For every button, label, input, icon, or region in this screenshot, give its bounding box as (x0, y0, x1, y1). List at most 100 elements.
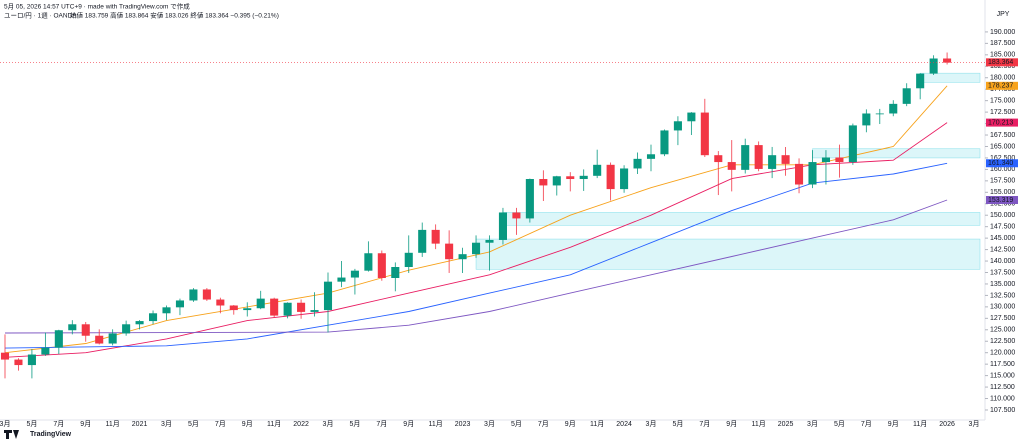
candle-body (27, 354, 36, 366)
y-tick-label: 137.500 (990, 269, 1015, 276)
candle-body (485, 239, 494, 243)
x-tick-label: 3月 (807, 420, 818, 428)
x-tick-label: 5月 (511, 420, 522, 428)
candle-body (795, 163, 804, 185)
candle-body (862, 113, 871, 126)
candle-body (552, 176, 561, 186)
price-tag-label: 161.340 (988, 160, 1013, 167)
y-tick-label: 125.000 (990, 327, 1015, 334)
symbol: ユーロ/円 · 1週 · OANDA (4, 11, 77, 20)
candle-body (54, 330, 63, 348)
zone (475, 238, 981, 270)
header-line: 5月 05, 2026 14:57 UTC+9 · made with Trad… (4, 2, 190, 11)
y-tick-label: 147.500 (990, 224, 1015, 231)
price-tag (986, 159, 1018, 168)
candle-body (512, 212, 521, 219)
candle-body (539, 179, 548, 186)
y-tick-label: 117.500 (990, 361, 1015, 368)
candle-body (14, 359, 23, 366)
candle-body (458, 254, 467, 260)
candle-body (391, 267, 400, 279)
candle-body (404, 252, 413, 268)
x-tick-label: 11月 (752, 420, 766, 428)
candle-body (835, 157, 844, 163)
y-tick-label: 182.500 (990, 63, 1015, 70)
candle-body (606, 164, 615, 190)
candle-body (297, 302, 306, 312)
y-tick-label: 155.000 (990, 189, 1015, 196)
candle-body (768, 155, 777, 169)
y-tick-label: 152.500 (990, 201, 1015, 208)
x-tick-label: 11月 (590, 420, 604, 428)
candle-body (472, 242, 481, 255)
candle-body (754, 145, 763, 169)
candle-body (929, 58, 938, 74)
x-tick-label: 9月 (242, 420, 253, 428)
price-tag-label: 183.364 (988, 59, 1013, 66)
price-tag-label: 178.237 (988, 83, 1013, 90)
logo: TradingView (30, 431, 72, 438)
candle-body (431, 229, 440, 244)
price-tag-label: 153.319 (988, 197, 1013, 204)
y-tick-label: 167.500 (990, 132, 1015, 139)
candle-body (81, 324, 90, 336)
y-tick-label: 145.000 (990, 235, 1015, 242)
y-tick-label: 157.500 (990, 178, 1015, 185)
candle-body (673, 121, 682, 131)
candle-body (646, 154, 656, 159)
candle-body (283, 302, 292, 316)
candle-body (943, 58, 952, 63)
x-tick-label: 2023 (455, 421, 471, 428)
price-tag-label: 170.213 (988, 119, 1013, 126)
zone (919, 72, 981, 83)
candle-body (848, 125, 857, 163)
x-tick-label: 9月 (565, 420, 576, 428)
candle-body (714, 155, 723, 163)
x-tick-label: 2022 (293, 421, 309, 428)
candle-body (229, 305, 238, 311)
y-tick-label: 185.000 (990, 52, 1015, 59)
candle-body (889, 103, 898, 114)
x-tick-label: 7月 (53, 420, 64, 428)
x-tick-label: 3月 (969, 420, 980, 428)
price-tag (986, 196, 1018, 205)
y-tick-label: 132.500 (990, 292, 1015, 299)
candle-body (41, 347, 50, 355)
candle-body (525, 179, 534, 219)
y-tick-label: 150.000 (990, 212, 1015, 219)
x-tick-label: 2025 (778, 421, 794, 428)
x-tick-label: 9月 (403, 420, 414, 428)
candle-body (310, 310, 319, 312)
x-tick-label: 2021 (132, 421, 148, 428)
x-tick-label: 5月 (349, 420, 360, 428)
y-tick-label: 142.500 (990, 246, 1015, 253)
candle-body (741, 145, 750, 170)
candle-body (660, 130, 669, 155)
candle-body (875, 113, 884, 115)
logo-icon (4, 430, 19, 439)
y-tick-label: 107.500 (990, 407, 1015, 414)
candle-body (566, 176, 575, 180)
candle-body (108, 333, 117, 344)
y-tick-label: 165.000 (990, 143, 1015, 150)
x-tick-label: 7月 (215, 420, 226, 428)
candle-body (916, 73, 925, 89)
candle-body (337, 277, 346, 282)
y-tick-label: 122.500 (990, 338, 1015, 345)
candle-body (633, 158, 642, 169)
candle-body (122, 324, 131, 334)
x-tick-label: 3月 (0, 420, 10, 428)
x-tick-label: 9月 (888, 420, 899, 428)
y-tick-label: 160.000 (990, 166, 1015, 173)
candle-body (579, 175, 588, 180)
zone (812, 148, 981, 159)
x-tick-label: 5月 (672, 420, 683, 428)
candle-body (243, 308, 252, 311)
y-tick-label: 130.000 (990, 304, 1015, 311)
y-tick-label: 115.000 (990, 372, 1015, 379)
candle-body (727, 162, 736, 170)
x-tick-label: 5月 (26, 420, 37, 428)
price-tag (986, 81, 1018, 90)
x-tick-label: 3月 (323, 420, 334, 428)
